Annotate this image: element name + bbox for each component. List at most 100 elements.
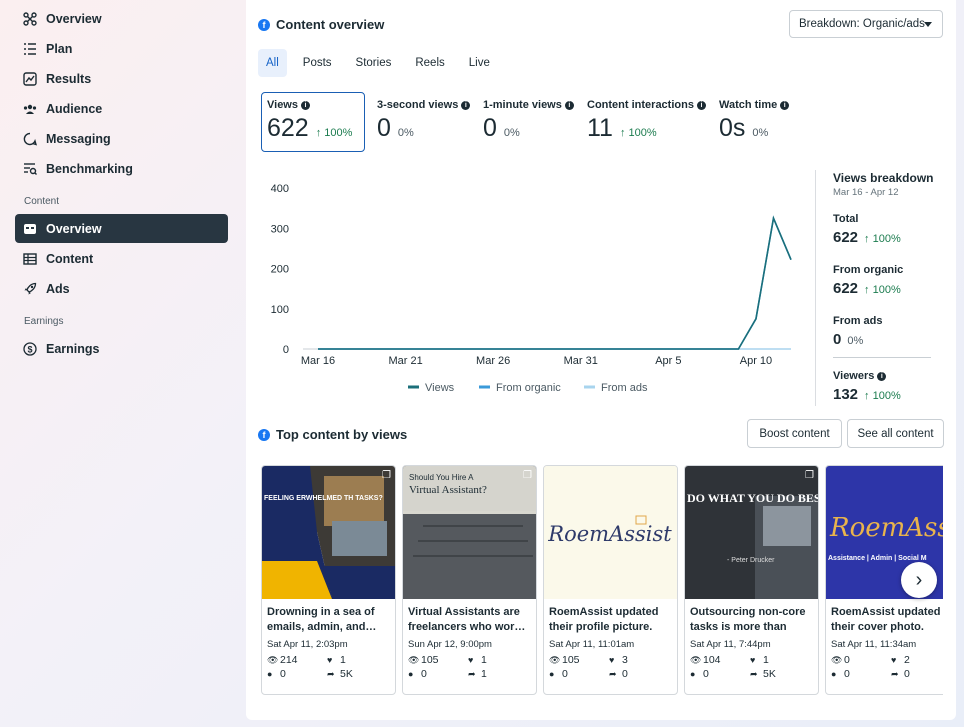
breakdown-value: 622 [833,280,859,297]
x-tick-label: Mar 16 [301,355,335,367]
sidebar-item-results[interactable]: Results [15,64,228,93]
breakdown-change-value: 100% [872,233,901,245]
heart-icon: ♥ [468,655,474,665]
x-tick-label: Mar 26 [476,355,510,367]
breakdown-value: 622 [833,229,859,246]
post-title: Virtual Assistants are freelancers who w… [408,606,526,633]
heart-icon: ♥ [750,655,756,665]
boost-content-button[interactable]: Boost content [747,419,842,448]
breakdown-change: ↑ 100% [864,233,901,245]
sidebar-item-benchmarking[interactable]: Benchmarking [15,154,228,183]
comments-count: 0 [703,668,709,680]
post-thumbnail: RoemAssist [544,466,677,599]
views-count: 0 [844,654,850,666]
legend-label: Views [425,382,455,394]
shares-count: 5K [340,668,353,680]
views-count: 105 [562,654,580,666]
likes-count: 2 [904,654,910,666]
metric-change: 0% [503,127,520,139]
post-thumbnail-graphic: RoemAssist [544,466,677,599]
info-icon: i [780,100,790,110]
breakdown-total: Total 622 ↑ 100% [833,213,901,246]
eye-icon: 👁 [831,654,843,665]
tab-reels[interactable]: Reels [415,57,445,69]
sidebar-item-messaging[interactable]: Messaging [15,124,228,153]
eye-icon: 👁 [408,654,420,665]
carousel-icon: ❐ [805,470,814,481]
metric-1-minute-views[interactable]: 1-minute views i 0 0% [483,92,583,152]
metric-views[interactable]: Views i 622 ↑ 100% [261,92,365,152]
metric-value: 0 [377,114,391,142]
comment-icon: ● [831,669,837,679]
benchmarking-icon [23,162,37,176]
post-card[interactable]: FEELING ERWHELMED TH TASKS? ❐ Drowning i… [261,465,396,695]
x-tick-label: Mar 31 [564,355,598,367]
sidebar-item-overview[interactable]: Overview [15,4,228,33]
breakdown-change-value: 100% [872,390,901,402]
sidebar-item-audience[interactable]: Audience [15,94,228,123]
views-count: 105 [421,654,439,666]
likes-count: 1 [340,654,346,666]
post-thumbnail: FEELING ERWHELMED TH TASKS? ❐ [262,466,395,599]
sidebar-item-earnings[interactable]: $ Earnings [15,334,228,363]
heart-icon: ♥ [609,655,615,665]
y-tick-label: 400 [271,183,289,195]
post-thumbnail-graphic: FEELING ERWHELMED TH TASKS? [262,466,395,599]
likes-count: 1 [763,654,769,666]
comments-count: 0 [844,668,850,680]
metric-watch-time[interactable]: Watch time i 0s 0% [719,92,809,152]
dollar-icon: $ [23,341,37,356]
thumb-heading-text: Should You Hire A [409,473,474,482]
metric-label: 1-minute views [483,99,562,111]
views-breakdown-header: Views breakdown Mar 16 - Apr 12 [833,171,933,198]
metric-content-interactions[interactable]: Content interactions i 11 ↑ 100% [587,92,712,152]
breakdown-dropdown[interactable]: Breakdown: Organic/ads [789,10,943,38]
top-content-title: f Top content by views [258,427,407,442]
overview-icon [23,11,37,26]
post-date: Sun Apr 12, 9:00pm [408,639,492,650]
sidebar-item-content[interactable]: Content [15,244,228,273]
tab-posts[interactable]: Posts [302,57,332,69]
caret-down-icon [924,22,932,27]
top-content-title-text: Top content by views [276,427,408,442]
tab-all[interactable]: All [258,49,287,77]
likes-count: 1 [481,654,487,666]
sidebar: Overview Plan Results Audience Messaging… [0,0,240,727]
sidebar-item-label: Messaging [46,131,111,146]
breakdown-label: Viewers [833,370,875,382]
carousel-next-button[interactable]: › [901,562,937,598]
sidebar-item-label: Benchmarking [46,161,133,176]
facebook-icon: f [258,428,270,441]
thumb-heading-text-2: Virtual Assistant? [409,484,487,496]
metric-3-second-views[interactable]: 3-second views i 0 0% [377,92,477,152]
views-breakdown-title: Views breakdown [833,171,934,185]
sidebar-item-plan[interactable]: Plan [15,34,228,63]
plan-icon [23,42,37,56]
content-overview-title-text: Content overview [276,17,385,32]
sidebar-item-content-overview[interactable]: Overview [15,214,228,243]
y-tick-label: 300 [271,223,289,235]
breakdown-label: From ads [833,315,883,327]
tab-stories[interactable]: Stories [355,57,392,69]
metric-label: Views [267,99,298,111]
comment-icon: ● [408,669,414,679]
see-all-content-button[interactable]: See all content [847,419,944,448]
views-count: 214 [280,654,298,666]
post-thumbnail-graphic: DO WHAT YOU DO BEST AND OUTSOURCE THE RE… [685,466,818,599]
share-icon: ➦ [750,668,758,679]
metric-value: 622 [267,114,309,142]
info-icon: i [564,100,574,110]
tab-live[interactable]: Live [468,57,490,69]
sidebar-item-ads[interactable]: Ads [15,274,228,303]
results-icon [23,71,37,86]
post-title: Outsourcing non-core tasks is more than … [690,606,806,633]
share-icon: ➦ [891,668,899,679]
post-card[interactable]: DO WHAT YOU DO BEST AND OUTSOURCE THE RE… [684,465,819,695]
post-card[interactable]: RoemAssist RoemAssist updated their prof… [543,465,678,695]
post-date: Sat Apr 11, 11:01am [549,639,635,650]
y-tick-label: 200 [271,264,289,276]
post-date: Sat Apr 11, 11:34am [831,639,917,650]
metric-change: ↑ 100% [619,127,657,139]
post-card[interactable]: Should You Hire A Virtual Assistant? ❐ V… [402,465,537,695]
top-content-carousel: FEELING ERWHELMED TH TASKS? ❐ Drowning i… [261,465,943,697]
